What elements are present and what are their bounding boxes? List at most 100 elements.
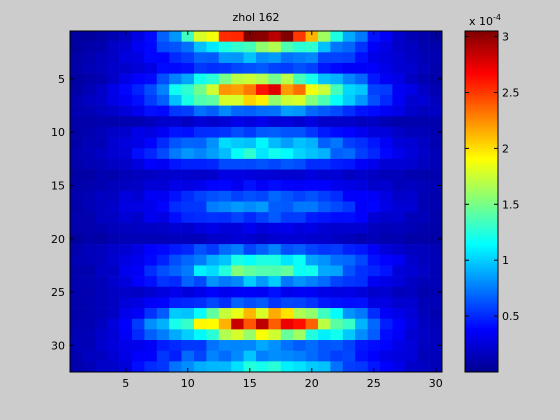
heatmap-cell: [82, 233, 96, 245]
heatmap-cell: [94, 244, 108, 256]
heatmap-cell: [206, 308, 220, 320]
heatmap-cell: [119, 84, 133, 96]
heatmap-cell: [132, 62, 145, 74]
heatmap-cell: [330, 318, 344, 330]
heatmap-cell: [417, 31, 430, 42]
heatmap-cell: [305, 105, 319, 117]
heatmap-cell: [268, 116, 282, 128]
heatmap-cell: [392, 116, 406, 128]
heatmap-cell: [293, 158, 306, 170]
heatmap-cell: [218, 73, 232, 85]
heatmap-cell: [231, 105, 244, 117]
heatmap-cell: [82, 94, 96, 106]
heatmap-cell: [144, 73, 158, 85]
heatmap-cell: [231, 52, 244, 64]
heatmap-cell: [256, 190, 269, 202]
heatmap-cell: [181, 180, 195, 192]
heatmap-cell: [392, 233, 406, 245]
heatmap-cell: [367, 62, 381, 74]
heatmap-cell: [293, 180, 306, 192]
heatmap-cell: [404, 233, 418, 245]
heatmap-cell: [429, 105, 443, 117]
heatmap-cell: [194, 340, 207, 351]
heatmap-cell: [429, 233, 443, 245]
heatmap-cell: [256, 297, 269, 309]
heatmap-cell: [256, 148, 269, 160]
heatmap-cell: [380, 265, 393, 277]
heatmap-cell: [231, 169, 244, 181]
y-tick-label: 25: [51, 286, 65, 299]
heatmap-cell: [280, 350, 294, 362]
heatmap-cell: [429, 212, 443, 224]
heatmap-cell: [392, 169, 406, 181]
heatmap-cell: [392, 286, 406, 298]
heatmap-cell: [119, 222, 133, 234]
heatmap-cell: [243, 84, 257, 96]
heatmap-cell: [206, 350, 220, 362]
heatmap-cell: [156, 276, 170, 288]
heatmap-cell: [70, 297, 83, 309]
heatmap-cell: [169, 137, 182, 149]
heatmap-cell: [342, 94, 356, 106]
heatmap-cell: [380, 84, 393, 96]
heatmap-cell: [194, 94, 207, 106]
heatmap-cell: [119, 329, 133, 341]
heatmap-cell: [156, 73, 170, 85]
heatmap-cell: [318, 254, 331, 266]
heatmap-cell: [417, 180, 430, 192]
heatmap-cell: [280, 276, 294, 288]
heatmap-cell: [94, 329, 108, 341]
heatmap-cell: [243, 286, 257, 298]
heatmap-cell: [367, 169, 381, 181]
heatmap-cell: [330, 137, 344, 149]
heatmap-cell: [144, 340, 158, 351]
heatmap-cell: [119, 340, 133, 351]
heatmap-cell: [417, 222, 430, 234]
heatmap-cell: [218, 318, 232, 330]
heatmap-cell: [355, 41, 368, 53]
heatmap-cell: [404, 84, 418, 96]
heatmap-cell: [305, 329, 319, 341]
heatmap-cell: [392, 276, 406, 288]
heatmap-cell: [268, 265, 282, 277]
heatmap-cell: [330, 361, 344, 373]
heatmap-cell: [342, 137, 356, 149]
heatmap-cell: [181, 73, 195, 85]
heatmap-cell: [417, 318, 430, 330]
heatmap-cell: [231, 84, 244, 96]
heatmap-cell: [218, 126, 232, 138]
heatmap-cell: [392, 41, 406, 53]
x-tick-label: 30: [429, 377, 443, 390]
heatmap-cell: [342, 212, 356, 224]
heatmap-cell: [206, 169, 220, 181]
heatmap-cell: [169, 340, 182, 351]
heatmap-cell: [218, 350, 232, 362]
heatmap-cell: [169, 62, 182, 74]
heatmap-cell: [243, 52, 257, 64]
heatmap-cell: [380, 233, 393, 245]
heatmap-cell: [404, 31, 418, 42]
heatmap-cell: [231, 116, 244, 128]
heatmap-cell: [429, 276, 443, 288]
heatmap-cell: [429, 126, 443, 138]
heatmap-cell: [417, 350, 430, 362]
heatmap-cell: [256, 180, 269, 192]
heatmap-cell: [119, 73, 133, 85]
heatmap-cell: [268, 94, 282, 106]
heatmap-cell: [181, 308, 195, 320]
x-tick-label: 20: [305, 377, 319, 390]
heatmap-cell: [330, 94, 344, 106]
heatmap-cell: [82, 180, 96, 192]
heatmap-cell: [330, 212, 344, 224]
heatmap-cell: [181, 148, 195, 160]
heatmap-cell: [169, 318, 182, 330]
heatmap-cell: [169, 31, 182, 42]
heatmap-cell: [206, 265, 220, 277]
heatmap-cell: [429, 329, 443, 341]
heatmap-cell: [268, 41, 282, 53]
heatmap-cell: [94, 297, 108, 309]
heatmap-cell: [330, 308, 344, 320]
heatmap-cell: [70, 350, 83, 362]
heatmap-cell: [380, 126, 393, 138]
